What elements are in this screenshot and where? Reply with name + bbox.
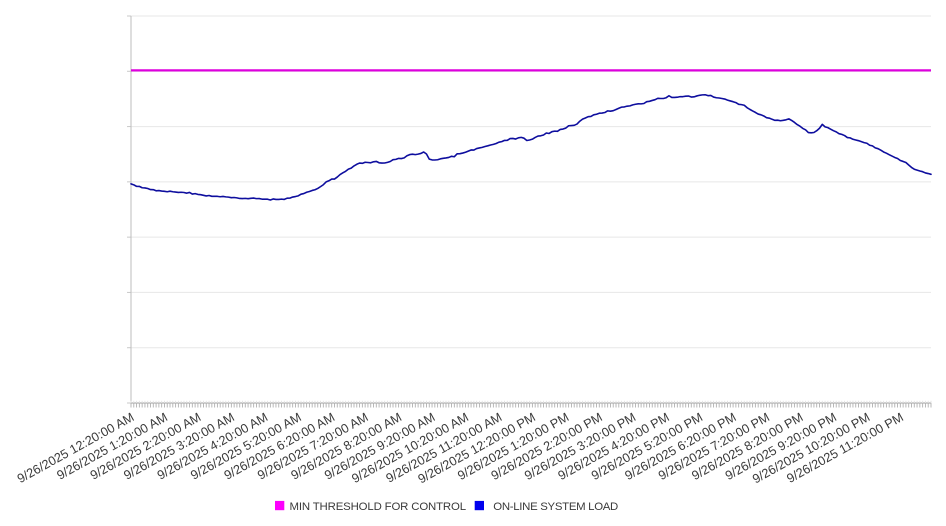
svg-text:MIN THRESHOLD FOR CONTROL: MIN THRESHOLD FOR CONTROL <box>290 501 466 513</box>
svg-text:ON-LINE SYSTEM LOAD: ON-LINE SYSTEM LOAD <box>493 501 618 513</box>
